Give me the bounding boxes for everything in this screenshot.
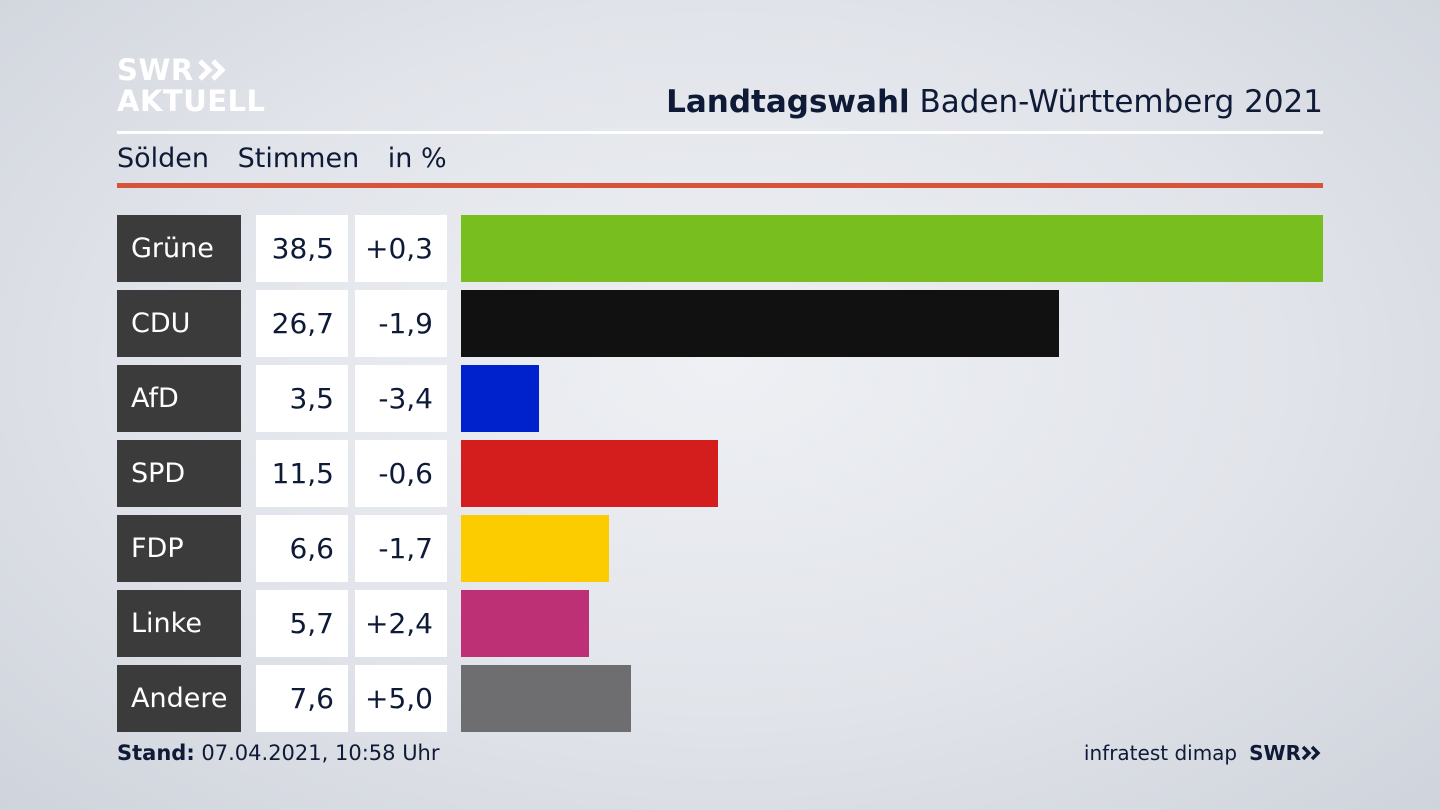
- vote-change-value: +5,0: [355, 665, 447, 732]
- source-label: infratest dimap: [1083, 741, 1238, 765]
- location-label: Sölden: [117, 143, 210, 174]
- footer-brand-text: SWR: [1249, 741, 1301, 765]
- result-bar: [461, 440, 718, 507]
- party-label: SPD: [117, 440, 241, 507]
- vote-change-value: +2,4: [355, 590, 447, 657]
- party-label: Linke: [117, 590, 241, 657]
- title-bold: Landtagswahl: [666, 84, 910, 120]
- stand-value: 07.04.2021, 10:58 Uhr: [201, 741, 440, 765]
- logo-line1: SWR: [117, 53, 194, 87]
- vote-share-value: 7,6: [256, 665, 348, 732]
- vote-share-value: 26,7: [256, 290, 348, 357]
- subheader: Sölden Stimmen in %: [117, 143, 467, 174]
- stand-label: Stand:: [117, 741, 195, 765]
- party-label: Grüne: [117, 215, 241, 282]
- swr-aktuell-logo: SWR AKTUELL: [117, 55, 266, 117]
- timestamp: Stand: 07.04.2021, 10:58 Uhr: [117, 741, 440, 765]
- vote-share-value: 6,6: [256, 515, 348, 582]
- column-label-votes: Stimmen: [237, 143, 360, 174]
- result-bar: [461, 290, 1059, 357]
- chevrons-icon: [197, 59, 228, 81]
- party-label: Andere: [117, 665, 241, 732]
- logo-line2: AKTUELL: [117, 84, 266, 118]
- vote-share-value: 11,5: [256, 440, 348, 507]
- footer-brand: SWR: [1249, 741, 1323, 765]
- party-label: FDP: [117, 515, 241, 582]
- result-bar: [461, 515, 609, 582]
- footer-chevrons-icon: [1301, 745, 1321, 761]
- vote-change-value: -3,4: [355, 365, 447, 432]
- vote-share-value: 3,5: [256, 365, 348, 432]
- result-bar: [461, 590, 589, 657]
- party-label: AfD: [117, 365, 241, 432]
- result-bar: [461, 665, 631, 732]
- source-credit: infratest dimap SWR: [1084, 741, 1323, 765]
- page-title: Landtagswahl Baden-Württemberg 2021: [666, 84, 1323, 120]
- accent-divider: [117, 183, 1323, 188]
- result-bar: [461, 365, 539, 432]
- vote-change-value: +0,3: [355, 215, 447, 282]
- vote-share-value: 38,5: [256, 215, 348, 282]
- header-divider: [117, 131, 1323, 134]
- result-bar: [461, 215, 1323, 282]
- party-label: CDU: [117, 290, 241, 357]
- vote-change-value: -1,7: [355, 515, 447, 582]
- vote-change-value: -0,6: [355, 440, 447, 507]
- vote-share-value: 5,7: [256, 590, 348, 657]
- vote-change-value: -1,9: [355, 290, 447, 357]
- column-label-unit: in %: [387, 143, 447, 174]
- title-rest: Baden-Württemberg 2021: [919, 84, 1323, 120]
